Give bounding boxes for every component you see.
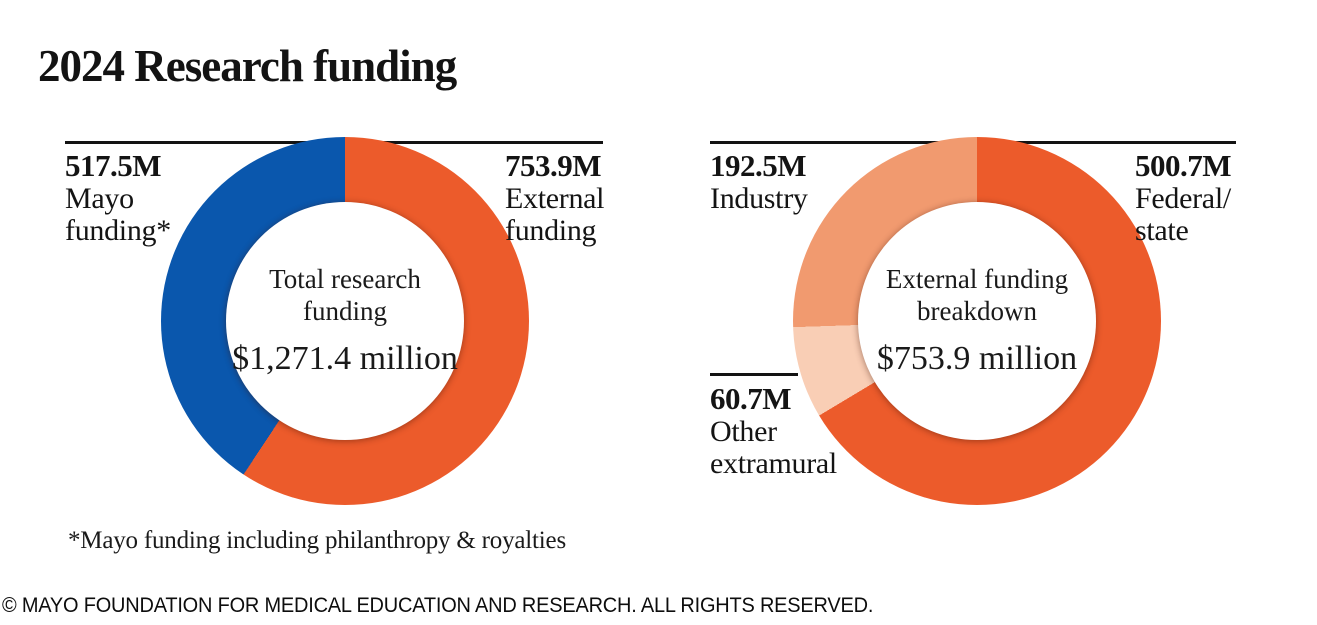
donut-center-value: $1,271.4 million [232,340,458,378]
callout-industry: 192.5M Industry [710,149,808,215]
donut-center-value: $753.9 million [876,340,1078,378]
divider-line-other-extramural [710,373,798,376]
callout-value: 517.5M [65,148,162,183]
donut-center-external: External funding breakdown $753.9 millio… [858,202,1096,440]
callout-other-extramural: 60.7M Other extramural [710,382,837,481]
callout-label: Other extramural [710,414,837,481]
donut-center-title: Total research funding [269,263,421,326]
callout-external-funding: 753.9M External funding [505,148,605,248]
donut-chart-external-funding-breakdown: External funding breakdown $753.9 millio… [793,137,1161,505]
callout-mayo-funding: 517.5M Mayo funding* [65,149,171,248]
callout-value: 753.9M [505,148,602,183]
callout-federal-state: 500.7M Federal/ state [1135,148,1232,248]
callout-value: 60.7M [710,381,792,416]
page-title: 2024 Research funding [38,41,457,91]
callout-label: Industry [710,181,808,215]
copyright-notice: © MAYO FOUNDATION FOR MEDICAL EDUCATION … [2,594,874,617]
donut-center-total: Total research funding $1,271.4 million [226,202,464,440]
callout-label: Mayo funding* [65,181,171,248]
donut-chart-total-research-funding: Total research funding $1,271.4 million [161,137,529,505]
callout-label: External funding [505,181,605,248]
callout-value: 192.5M [710,148,807,183]
donut-center-title: External funding breakdown [885,263,1069,326]
callout-value: 500.7M [1135,148,1232,183]
callout-label: Federal/ state [1135,181,1231,248]
footnote: *Mayo funding including philanthropy & r… [68,527,566,554]
